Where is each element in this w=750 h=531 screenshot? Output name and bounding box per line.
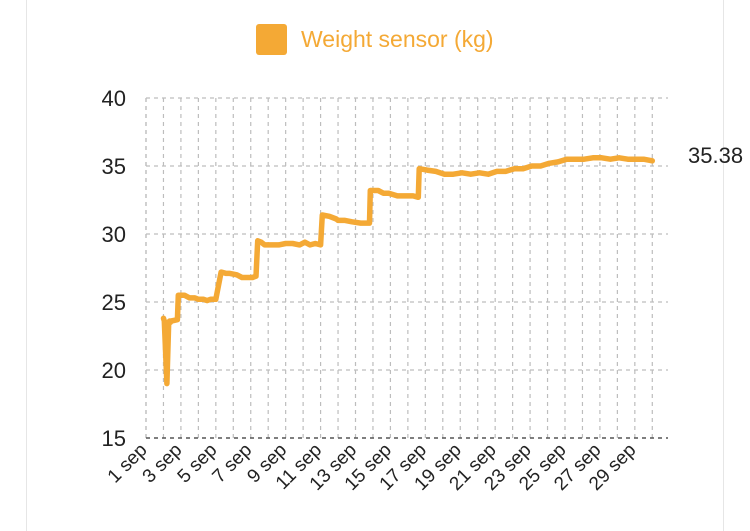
legend-swatch [256, 24, 287, 55]
x-tick-label: 5 sep [174, 440, 222, 488]
y-tick-label: 15 [102, 426, 126, 451]
series-line [160, 155, 656, 387]
y-tick-label: 30 [102, 222, 126, 247]
last-value-label: 35.38 [688, 143, 743, 168]
y-tick-label: 20 [102, 358, 126, 383]
chart-grid [146, 97, 668, 438]
chart-axes [145, 98, 668, 439]
legend-label: Weight sensor (kg) [301, 26, 494, 52]
card-edge-left [26, 0, 27, 531]
card-edge-right [723, 0, 724, 531]
y-tick-label: 25 [102, 290, 126, 315]
y-tick-label: 35 [102, 154, 126, 179]
y-axis-ticks: 15 20 25 30 35 40 [102, 86, 126, 451]
series-layer [160, 155, 656, 387]
legend-item[interactable]: Weight sensor (kg) [256, 24, 494, 55]
y-tick-label: 40 [102, 86, 126, 111]
x-tick-label: 3 sep [139, 440, 187, 488]
x-tick-label: 7 sep [209, 440, 257, 488]
